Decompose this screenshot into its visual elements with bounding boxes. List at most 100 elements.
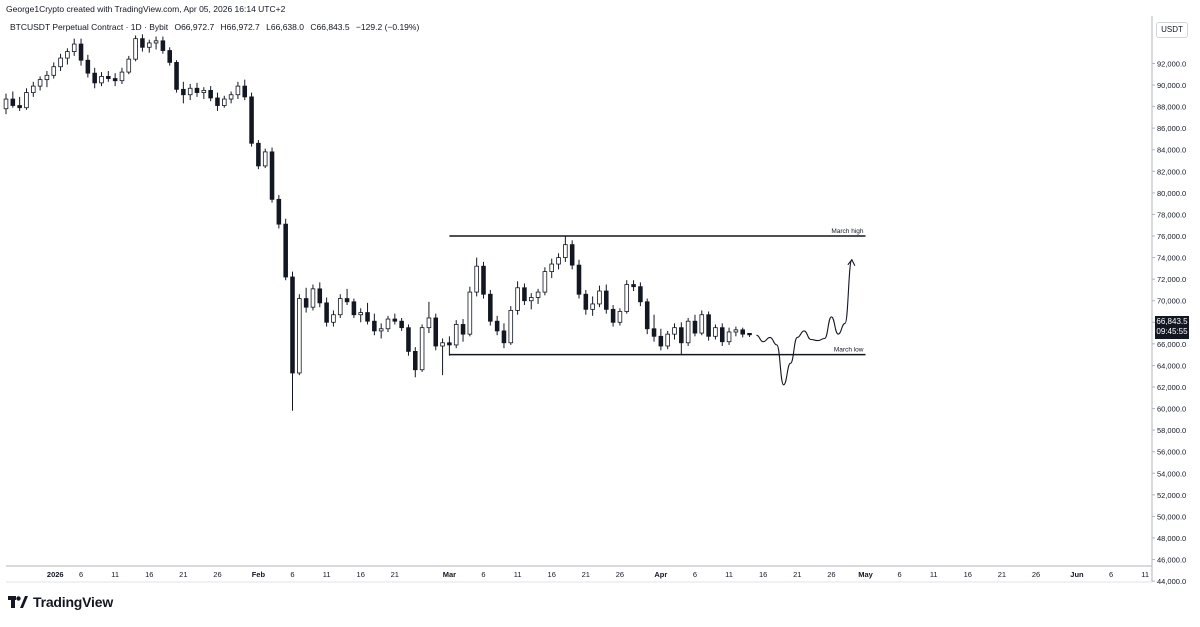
time-tick-label: May (858, 570, 873, 579)
candle-body (153, 40, 159, 44)
time-tick-label: 6 (290, 570, 294, 579)
price-tick-label: 70,000.0 (1157, 297, 1186, 306)
chart-frame (6, 16, 1153, 583)
time-axis[interactable]: 2026 6 11 16 21 26 Feb 6 11 16 21 Mar 6 11 16 21 26 Apr 6 1… (47, 570, 1149, 579)
candle-body (51, 66, 57, 76)
candle-body (535, 291, 541, 298)
symbol-legend: BTCUSDT Perpetual Contract · 1D · Bybit … (10, 22, 423, 32)
candle-body (658, 335, 664, 347)
candle-body (692, 320, 698, 334)
time-tick-label: Feb (252, 570, 266, 579)
time-tick-label: 26 (213, 570, 221, 579)
candle-body (126, 58, 132, 73)
time-tick-label: 11 (725, 570, 733, 579)
candle-body (290, 276, 295, 374)
candle-body (24, 92, 29, 109)
candle-body (460, 324, 466, 335)
time-tick-label: 26 (1032, 570, 1040, 579)
candle-body (222, 98, 227, 106)
candle-body (242, 85, 248, 98)
candle-body (719, 327, 725, 343)
candle-body (644, 301, 650, 330)
candle-body (528, 297, 534, 302)
candle-body (740, 329, 745, 335)
candle-body (344, 298, 350, 303)
price-tick-label: 50,000.0 (1157, 512, 1186, 521)
candle-body (590, 303, 595, 310)
candle-body (310, 288, 316, 308)
candle-body (624, 284, 630, 312)
price-tick-label: 52,000.0 (1157, 491, 1186, 500)
candle-body (494, 320, 500, 332)
candle-body (181, 88, 186, 96)
price-tick-label: 84,000.0 (1157, 146, 1186, 155)
price-tick-label: 86,000.0 (1157, 124, 1186, 133)
time-tick-label: 26 (616, 570, 624, 579)
candle-body (569, 244, 575, 266)
candle-body (399, 320, 404, 329)
price-axis[interactable]: 92,000.0 90,000.0 88,000.0 86,000.0 84,000.0… (1152, 59, 1186, 586)
time-tick-label: 6 (693, 570, 697, 579)
candle-body (194, 87, 200, 93)
level-label: March low (834, 347, 864, 354)
candle-body (372, 320, 377, 332)
tradingview-logo[interactable]: TradingView (8, 594, 113, 610)
price-tick-label: 76,000.0 (1157, 232, 1186, 241)
symbol-name[interactable]: BTCUSDT Perpetual Contract · 1D · Bybit (10, 22, 169, 32)
time-tick-label: 21 (998, 570, 1006, 579)
time-tick-label: Jun (1070, 570, 1084, 579)
time-tick-label: 6 (1109, 570, 1113, 579)
candle-body (167, 50, 172, 63)
candle-body (672, 327, 677, 335)
candle-body (440, 342, 445, 347)
candle-body (215, 97, 220, 106)
candle-body (358, 312, 363, 316)
time-tick-label: 6 (481, 570, 485, 579)
candle-body (208, 90, 213, 99)
candle-body (337, 298, 343, 316)
price-tick-label: 82,000.0 (1157, 167, 1186, 176)
candle-body (726, 331, 732, 343)
candle-body (501, 330, 507, 344)
candle-body (31, 85, 36, 93)
candle-body (71, 43, 77, 52)
time-tick-label: Mar (443, 570, 456, 579)
price-tick-label: 60,000.0 (1157, 405, 1186, 414)
candle-body (140, 38, 145, 48)
candle-body (351, 301, 357, 316)
price-tick-label: 74,000.0 (1157, 254, 1186, 263)
time-tick-label: 11 (514, 570, 522, 579)
candle-body (508, 310, 514, 344)
time-tick-label: 11 (111, 570, 119, 579)
candle-body (385, 318, 391, 330)
time-tick-label: 11 (930, 570, 938, 579)
candle-body (651, 328, 657, 337)
level-label: March high (831, 228, 864, 235)
candle-body (433, 317, 439, 347)
price-tick-label: 64,000.0 (1157, 361, 1186, 370)
candle-body (638, 286, 643, 303)
candle-body (92, 72, 97, 84)
candle-body (631, 284, 636, 288)
candle-body (426, 317, 432, 329)
candle-body (106, 76, 111, 79)
candle-body (58, 57, 63, 68)
ohlc-open: O66,972.7 (174, 22, 215, 32)
time-tick-label: 16 (548, 570, 556, 579)
candle-body (713, 327, 718, 337)
candle-body (679, 327, 684, 344)
candle-body (187, 87, 193, 96)
candle-body (235, 85, 241, 96)
candle-body (133, 38, 138, 60)
time-tick-label: 16 (145, 570, 153, 579)
candle-body (617, 311, 623, 323)
candle-body (610, 308, 616, 323)
currency-unit-button[interactable]: USDT (1156, 22, 1188, 38)
time-tick-label: 16 (759, 570, 767, 579)
candle-body (201, 90, 207, 93)
candle-body (262, 151, 268, 167)
candle-body (283, 223, 288, 278)
bar-countdown: 09:45:55 (1156, 327, 1188, 336)
candle-body (392, 318, 398, 322)
